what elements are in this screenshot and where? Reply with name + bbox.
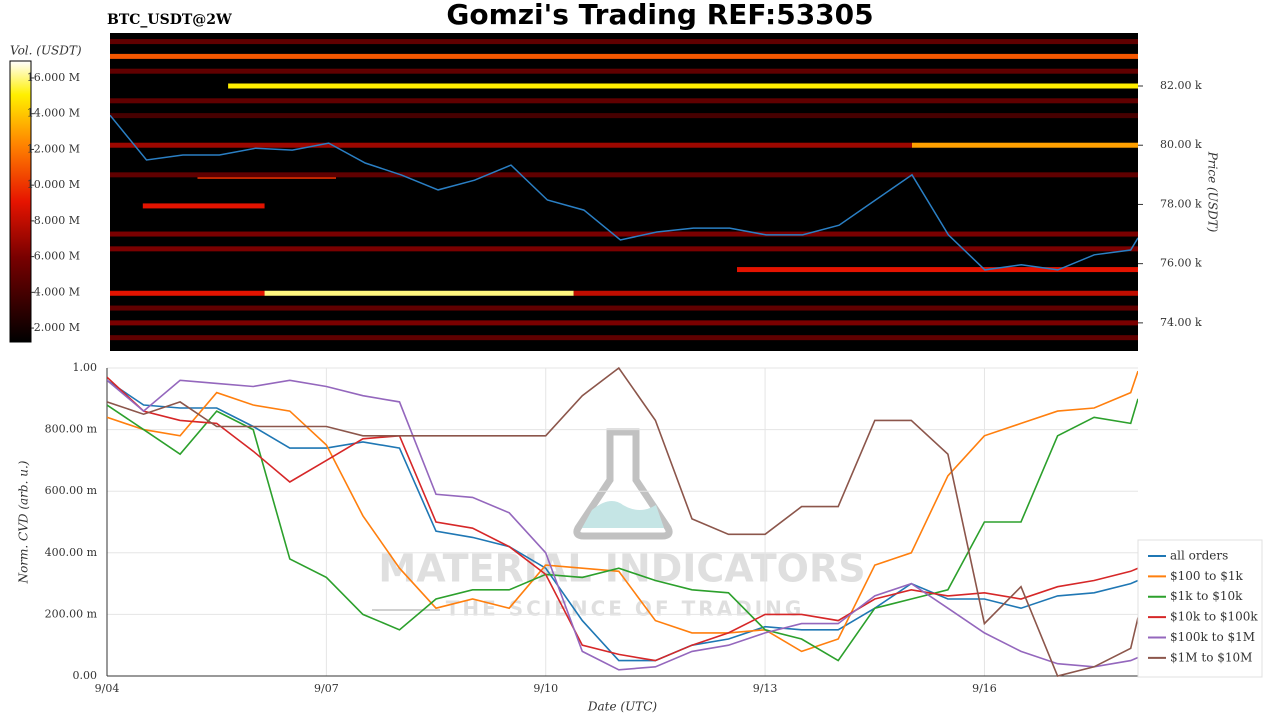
liquidity-level [911, 142, 1138, 148]
x-tick-label: 9/16 [972, 682, 997, 695]
series-line [107, 398, 1138, 662]
liquidity-level [110, 246, 1138, 252]
y-tick-label: 76.00 k [1160, 257, 1202, 270]
legend-label: $10k to $100k [1170, 610, 1258, 624]
y-tick-label: 200.00 m [45, 607, 98, 620]
colorbar-tick-label: 12.000 M [27, 142, 80, 155]
y-axis-label: Price (USDT) [1206, 151, 1220, 233]
legend-label: $1k to $10k [1170, 589, 1243, 603]
liquidity-level [110, 39, 1138, 45]
x-tick-label: 9/07 [314, 682, 339, 695]
y-tick-label: 0.00 [73, 669, 98, 682]
legend-label: $100k to $1M [1170, 630, 1255, 644]
watermark: MATERIAL INDICATORS THE SCIENCE OF TRADI… [372, 428, 866, 621]
colorbar-tick-label: 8.000 M [34, 214, 80, 227]
liquidity-level [110, 53, 1138, 59]
legend-label: $100 to $1k [1170, 569, 1243, 583]
colorbar-tick-label: 14.000 M [27, 107, 80, 120]
y-tick-label: 400.00 m [45, 546, 98, 559]
colorbar [9, 60, 32, 343]
series-line [107, 379, 1138, 662]
liquidity-level [142, 203, 265, 209]
page-title: Gomzi's Trading REF:53305 [446, 0, 873, 31]
price-line [110, 114, 1138, 271]
liquidity-level [110, 290, 265, 296]
colorbar-tick-label: 6.000 M [34, 250, 80, 263]
liquidity-level [110, 320, 1138, 326]
series-line [107, 370, 1138, 653]
liquidity-level [228, 83, 1138, 89]
colorbar-tick-label: 10.000 M [27, 178, 80, 191]
colorbar-tick-label: 16.000 M [27, 71, 80, 84]
legend: all orders $100 to $1k $1k to $10k $10k to … [1137, 539, 1263, 678]
y-tick-label: 82.00 k [1160, 79, 1202, 92]
liquidity-level [110, 68, 1138, 74]
series-line [107, 366, 1138, 677]
watermark-tagline: THE SCIENCE OF TRADING [446, 597, 805, 621]
liquidity-level [110, 231, 1138, 237]
liquidity-level [110, 142, 912, 148]
liquidity-level [110, 113, 1138, 119]
colorbar-tick-label: 4.000 M [34, 285, 80, 298]
liquidity-level [110, 172, 1138, 178]
heatmap-background [110, 33, 1138, 351]
series-line [107, 376, 1138, 662]
heatmap-layer [110, 39, 1138, 341]
liquidity-level [110, 335, 1138, 341]
watermark-icon [573, 428, 673, 540]
legend-box [1137, 539, 1263, 678]
y-tick-label: 600.00 m [45, 484, 98, 497]
series-line [107, 379, 1138, 671]
x-tick-label: 9/04 [95, 682, 120, 695]
legend-label: all orders [1170, 549, 1228, 563]
series-layer [107, 366, 1138, 677]
y-tick-label: 78.00 k [1160, 197, 1202, 210]
y-tick-label: 1.00 [73, 361, 98, 374]
x-tick-label: 9/10 [533, 682, 558, 695]
liquidity-level [110, 98, 1138, 104]
colorbar-tick-label: 2.000 M [34, 321, 80, 334]
legend-label: $1M to $10M [1170, 650, 1252, 664]
x-axis-label: Date (UTC) [587, 700, 657, 714]
y-axis-label: Norm. CVD (arb. u.) [17, 460, 31, 584]
colorbar-label: Vol. (USDT) [10, 44, 82, 58]
liquidity-level [573, 290, 1138, 296]
y-tick-label: 74.00 k [1160, 316, 1202, 329]
watermark-liquid [582, 501, 664, 528]
liquidity-level [737, 267, 1138, 273]
y-tick-label: 800.00 m [45, 423, 98, 436]
y-tick-label: 80.00 k [1160, 138, 1202, 151]
liquidity-level [264, 290, 574, 296]
x-tick-label: 9/13 [753, 682, 778, 695]
chart-label: BTC_USDT@2W [107, 12, 232, 28]
liquidity-level [110, 305, 1138, 311]
